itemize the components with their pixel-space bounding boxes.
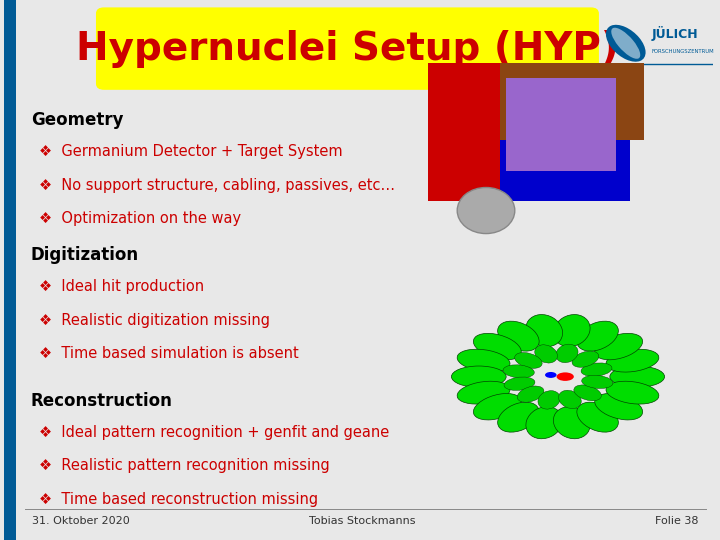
Ellipse shape [515, 353, 542, 368]
Ellipse shape [556, 344, 578, 363]
Bar [428, 63, 500, 201]
Text: ❖  Ideal pattern recognition + genfit and geane: ❖ Ideal pattern recognition + genfit and… [40, 425, 390, 440]
Bar [4, 0, 17, 540]
Ellipse shape [498, 321, 539, 351]
Text: 31. Oktober 2020: 31. Oktober 2020 [32, 516, 130, 526]
Ellipse shape [611, 28, 640, 59]
Text: ❖  Realistic pattern recognition missing: ❖ Realistic pattern recognition missing [40, 458, 330, 474]
Bar [506, 78, 616, 171]
Bar [500, 63, 644, 140]
Ellipse shape [451, 366, 506, 387]
Text: Folie 38: Folie 38 [655, 516, 698, 526]
Ellipse shape [606, 349, 659, 372]
Ellipse shape [457, 381, 510, 404]
Text: Geometry: Geometry [31, 111, 123, 129]
Ellipse shape [517, 386, 544, 402]
Text: Reconstruction: Reconstruction [31, 392, 173, 409]
Ellipse shape [577, 402, 618, 432]
Text: ❖  Realistic digitization missing: ❖ Realistic digitization missing [40, 313, 270, 328]
Text: Tobias Stockmanns: Tobias Stockmanns [308, 516, 415, 526]
Ellipse shape [457, 349, 510, 372]
Text: ❖  Optimization on the way: ❖ Optimization on the way [40, 211, 241, 226]
Ellipse shape [457, 187, 515, 234]
Bar [428, 63, 630, 201]
Text: Digitization: Digitization [31, 246, 139, 264]
Ellipse shape [581, 363, 612, 376]
Ellipse shape [606, 381, 659, 404]
Ellipse shape [610, 366, 665, 387]
Ellipse shape [535, 345, 557, 363]
Text: ❖  Germanium Detector + Target System: ❖ Germanium Detector + Target System [40, 144, 343, 159]
Ellipse shape [526, 407, 562, 438]
Ellipse shape [606, 25, 646, 62]
Text: ❖  No support structure, cabling, passives, etc…: ❖ No support structure, cabling, passive… [40, 178, 395, 193]
Ellipse shape [577, 321, 618, 351]
Ellipse shape [559, 390, 581, 409]
Ellipse shape [572, 351, 599, 367]
Ellipse shape [526, 315, 562, 347]
Ellipse shape [554, 407, 590, 438]
Ellipse shape [545, 372, 557, 378]
Ellipse shape [574, 385, 601, 401]
Ellipse shape [473, 333, 521, 360]
Ellipse shape [557, 373, 574, 381]
Ellipse shape [498, 402, 539, 432]
Text: ❖  Time based simulation is absent: ❖ Time based simulation is absent [40, 346, 299, 361]
Text: FORSCHUNGSZENTRUM: FORSCHUNGSZENTRUM [652, 49, 714, 53]
Text: JÜLICH: JÜLICH [652, 25, 698, 40]
Text: ❖  Time based reconstruction missing: ❖ Time based reconstruction missing [40, 492, 318, 507]
Ellipse shape [503, 365, 534, 378]
Ellipse shape [504, 377, 535, 390]
Text: ❖  Ideal hit production: ❖ Ideal hit production [40, 279, 204, 294]
Ellipse shape [582, 375, 613, 388]
Ellipse shape [595, 333, 643, 360]
Ellipse shape [473, 394, 521, 420]
Text: Hypernuclei Setup (HYP): Hypernuclei Setup (HYP) [76, 30, 618, 68]
FancyBboxPatch shape [96, 8, 598, 89]
Ellipse shape [538, 390, 560, 409]
Ellipse shape [595, 394, 643, 420]
Ellipse shape [554, 315, 590, 347]
